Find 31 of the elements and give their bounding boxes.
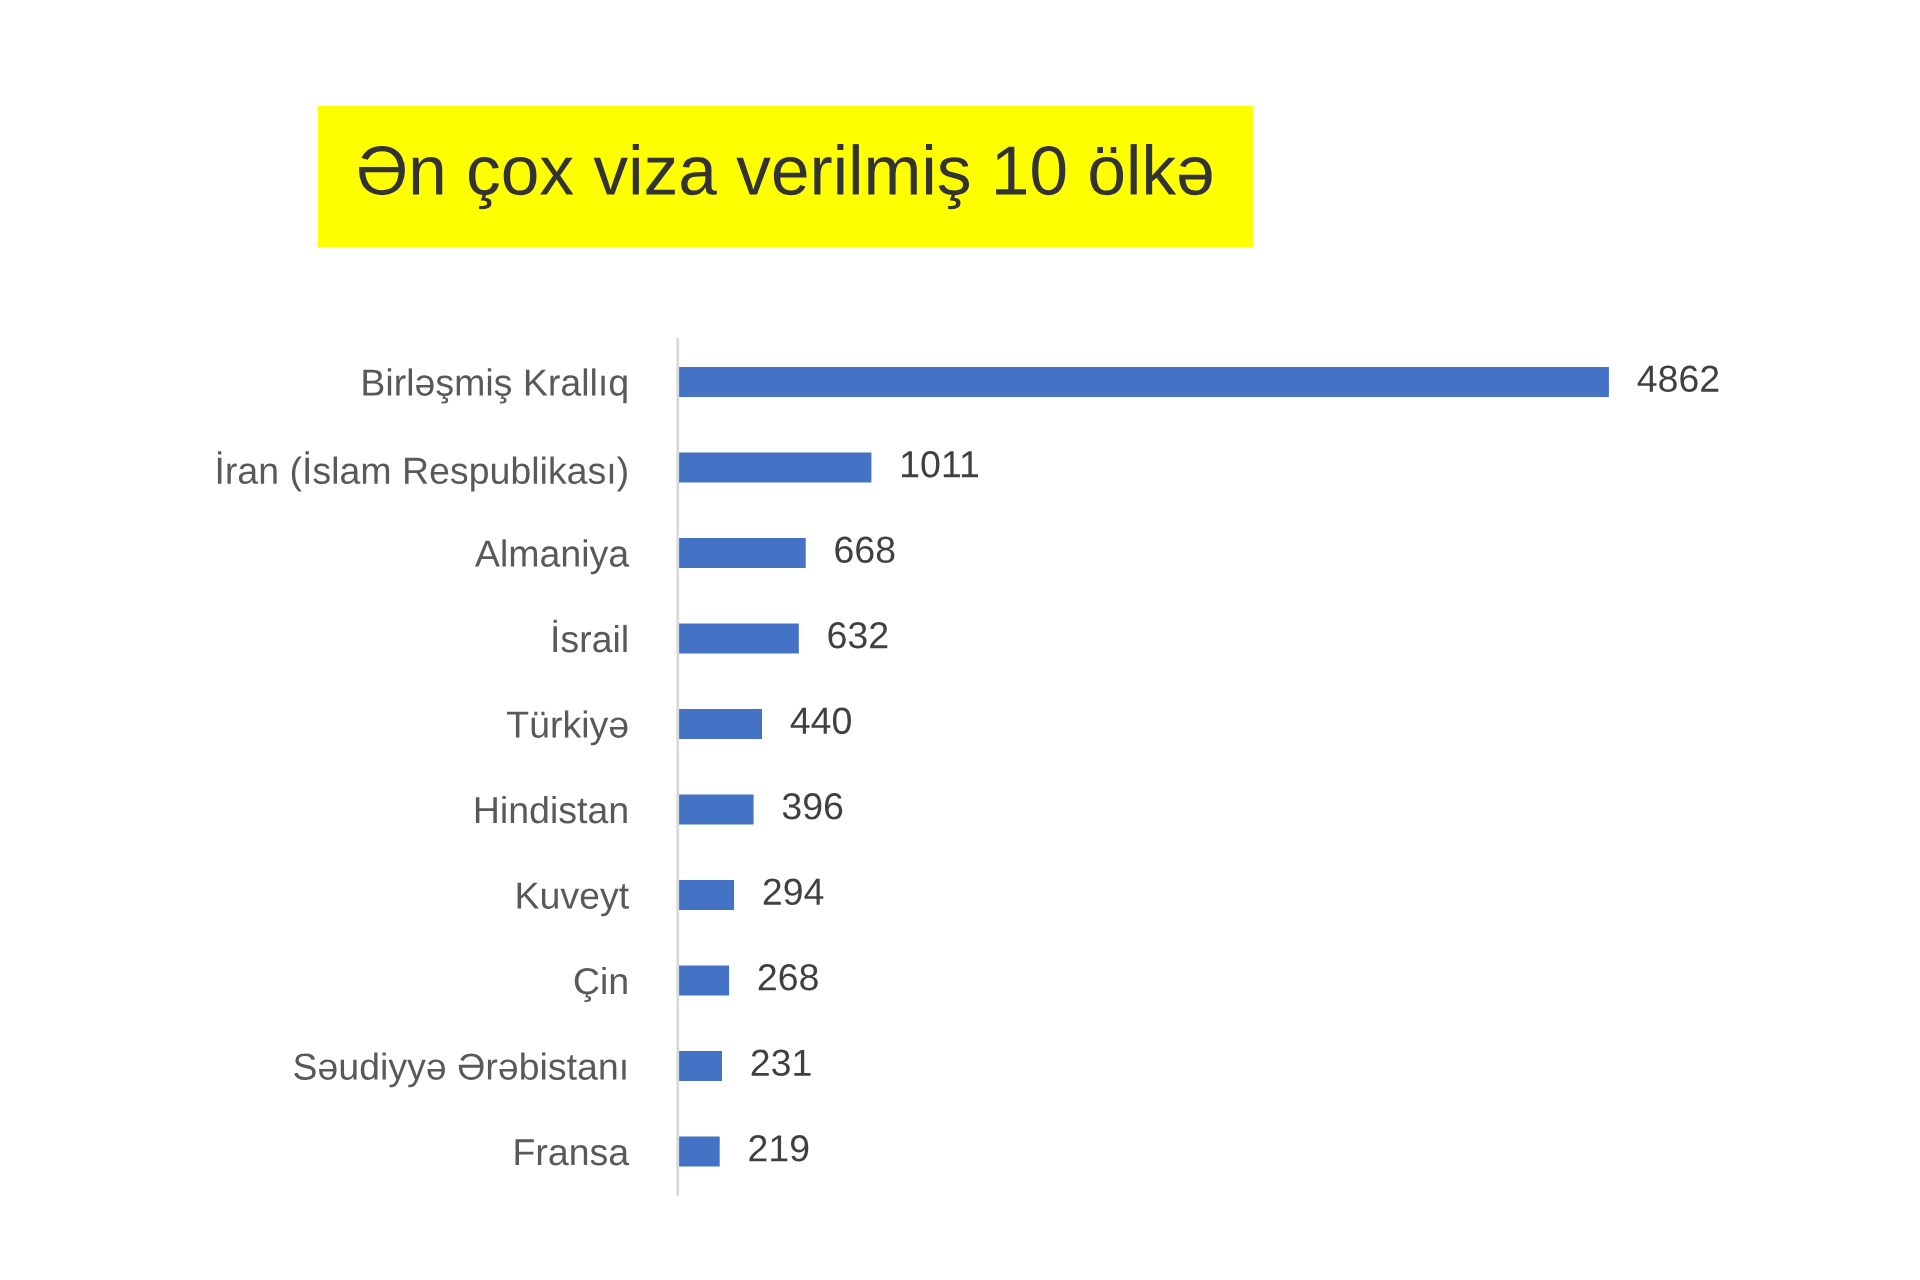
- y-tick-label: Hindistan: [475, 795, 627, 824]
- bar: [677, 965, 730, 996]
- data-label: 231: [751, 1049, 811, 1077]
- bar: [677, 452, 872, 483]
- data-label: 268: [758, 963, 818, 991]
- data-label: 668: [835, 536, 895, 564]
- y-tick-label: İran (İslam Respublikası): [217, 451, 627, 492]
- bar: [677, 366, 1609, 397]
- y-tick-label: Kuveyt: [517, 882, 629, 917]
- bar: [677, 880, 735, 910]
- data-label: 4862: [1637, 365, 1719, 393]
- bar: [677, 794, 754, 825]
- bar: [677, 1051, 722, 1081]
- data-label: 632: [828, 621, 888, 649]
- data-label: 294: [763, 878, 824, 906]
- y-tick-label: Türkiyə: [507, 710, 628, 746]
- data-label: 440: [790, 707, 851, 735]
- y-tick-label: Fransa: [515, 1139, 630, 1166]
- data-label: 1011: [902, 450, 978, 478]
- y-tick-label: Səudiyyə Ərəbistanı: [294, 1052, 626, 1088]
- bar: [677, 709, 763, 739]
- y-tick-label: İsrail: [553, 619, 627, 653]
- bar: [677, 538, 806, 568]
- chart-title: Ən çox viza verilmiş 10 ölkə: [359, 144, 1212, 210]
- data-label: 396: [782, 792, 843, 820]
- y-tick-label: Birləşmiş Krallıq: [363, 368, 627, 404]
- y-tick-label: Almaniya: [475, 539, 630, 575]
- data-label: 219: [749, 1135, 809, 1162]
- bar: [677, 623, 799, 654]
- bar: [677, 1136, 720, 1167]
- y-tick-label: Çin: [574, 966, 627, 1003]
